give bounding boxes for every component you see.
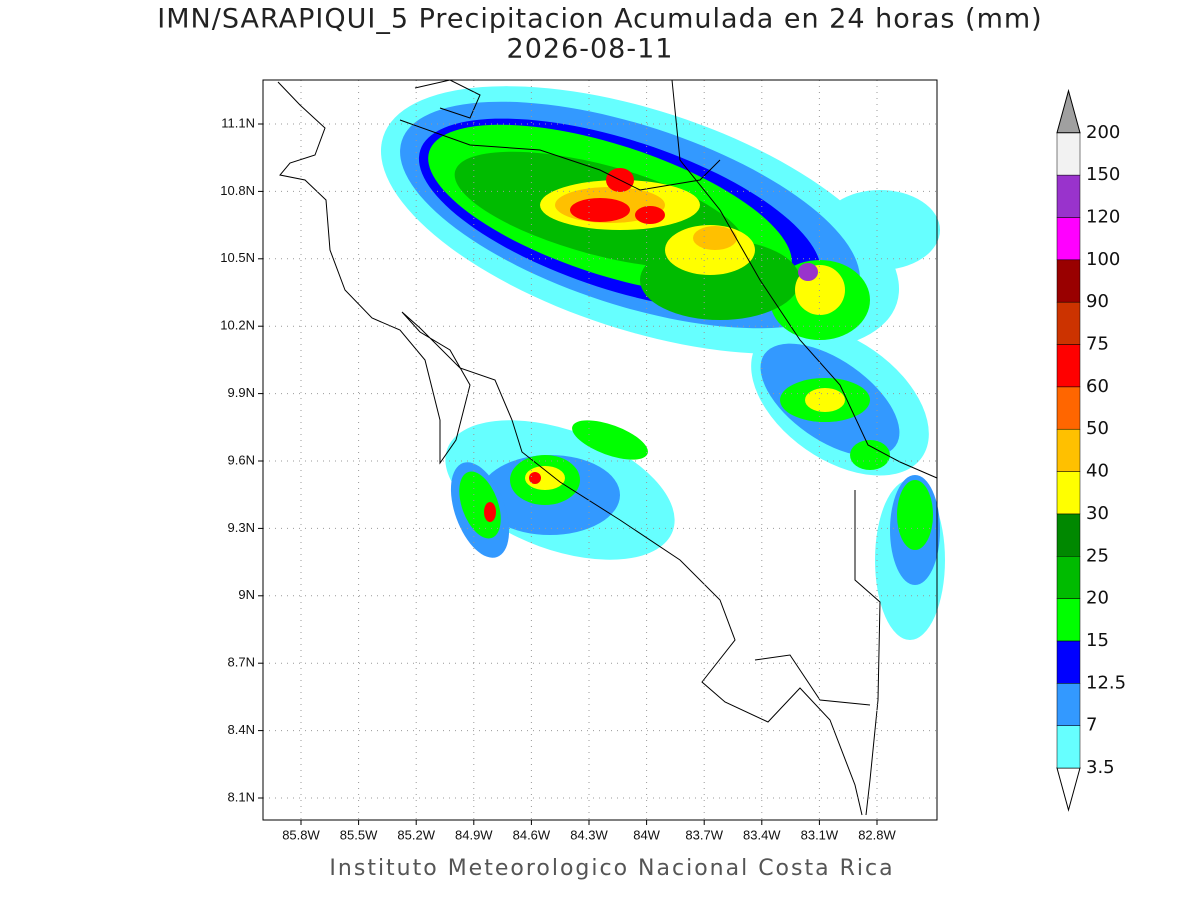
lon-label: 82.8W	[858, 827, 896, 842]
colorbar-label: 20	[1086, 588, 1109, 609]
colorbar-swatch	[1056, 471, 1081, 515]
pacific-coast	[277, 81, 863, 816]
colorbar-swatch	[1056, 386, 1081, 430]
colorbar-label: 3.5	[1086, 757, 1115, 778]
lat-label: 8.7N	[228, 655, 255, 670]
lat-label: 8.1N	[228, 789, 255, 804]
lat-label: 8.4N	[228, 722, 255, 737]
lon-label: 83.4W	[743, 827, 781, 842]
lat-label: 10.5N	[220, 250, 255, 265]
lon-label: 85.8W	[282, 827, 320, 842]
lat-label: 9.3N	[228, 520, 255, 535]
colorbar: 3.5 7 12.5 15 20 25 30 40 50 60 75 90 100 120 150 200	[1056, 88, 1126, 812]
footer: Instituto Meteorologico Nacional Costa R…	[329, 856, 894, 881]
colorbar-label: 40	[1086, 461, 1109, 482]
colorbar-label: 12.5	[1086, 672, 1126, 693]
colorbar-swatch	[1056, 301, 1081, 345]
colorbar-label: 50	[1086, 418, 1109, 439]
graticule	[263, 80, 937, 820]
precipitation-field	[380, 86, 945, 640]
lat-label: 9.6N	[228, 452, 255, 467]
panama-border	[854, 490, 881, 816]
colorbar-label: 150	[1086, 164, 1120, 185]
lat-label: 11.1N	[221, 115, 255, 130]
colorbar-swatch	[1056, 513, 1081, 557]
colorbar-label: 60	[1086, 376, 1109, 397]
lon-label: 84W	[633, 827, 660, 842]
lat-label: 9N	[238, 587, 255, 602]
subtitle: 2026-08-11	[507, 34, 674, 65]
colorbar-label: 75	[1086, 334, 1109, 355]
colorbar-swatch	[1056, 217, 1081, 261]
colorbar-label: 15	[1086, 630, 1109, 651]
lat-label: 9.9N	[228, 385, 255, 400]
lat-label: 10.2N	[220, 318, 255, 333]
lon-label: 83.7W	[685, 827, 723, 842]
colorbar-label: 30	[1086, 503, 1109, 524]
colorbar-label: 25	[1086, 545, 1109, 566]
map-frame	[262, 79, 938, 821]
colorbar-label: 90	[1086, 291, 1109, 312]
colorbar-label: 7	[1086, 715, 1097, 736]
lat-label: 10.8N	[220, 183, 255, 198]
lon-label: 85.5W	[340, 827, 378, 842]
northern-border	[399, 119, 721, 191]
colorbar-swatch	[1056, 556, 1081, 599]
colorbar-under	[1056, 767, 1081, 812]
colorbar-swatch	[1056, 428, 1081, 472]
colorbar-swatch	[1056, 174, 1081, 218]
lon-label: 85.2W	[397, 827, 435, 842]
axis-labels: 11.1N 10.8N 10.5N 10.2N 9.9N 9.6N 9.3N 9N 8.7N 8.…	[220, 115, 896, 842]
colorbar-swatch	[1056, 132, 1081, 176]
colorbar-label: 200	[1086, 122, 1120, 143]
colorbar-swatch	[1056, 725, 1081, 769]
panama-coast	[754, 654, 871, 706]
lon-label: 84.3W	[570, 827, 608, 842]
colorbar-label: 100	[1086, 249, 1120, 270]
lon-label: 84.9W	[455, 827, 493, 842]
colorbar-swatch	[1056, 259, 1081, 303]
coastlines	[277, 79, 938, 816]
lake-coast	[414, 79, 481, 119]
colorbar-swatch	[1056, 598, 1081, 642]
title: IMN/SARAPIQUI_5 Precipitacion Acumulada …	[157, 4, 1042, 35]
colorbar-swatch	[1056, 640, 1081, 684]
caribbean-coast	[671, 79, 938, 479]
lon-label: 83.1W	[801, 827, 839, 842]
lon-label: 84.6W	[513, 827, 551, 842]
colorbar-swatch	[1056, 344, 1081, 388]
colorbar-label: 120	[1086, 206, 1120, 227]
colorbar-swatch	[1056, 683, 1081, 726]
colorbar-over	[1056, 88, 1081, 134]
